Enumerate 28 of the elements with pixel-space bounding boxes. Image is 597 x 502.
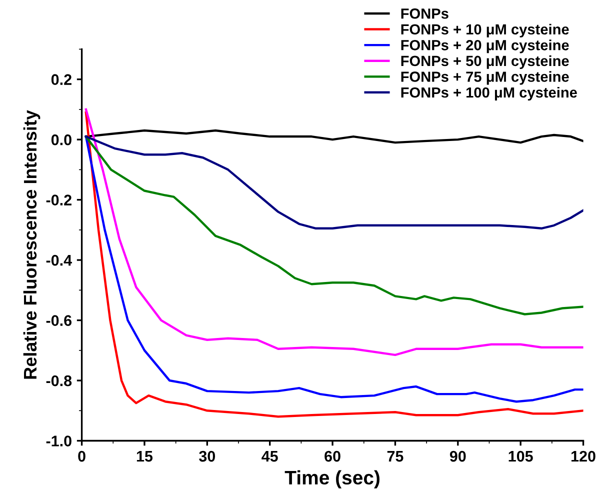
legend-label: FONPs + 50 μM cysteine xyxy=(401,55,569,69)
line-series xyxy=(84,129,584,144)
legend-label: FONPs + 75 μM cysteine xyxy=(401,71,569,85)
x-tick-label: 120 xyxy=(571,450,596,462)
y-tick-label: 0.0 xyxy=(51,134,72,146)
legend-label: FONPs + 10 μM cysteine xyxy=(401,24,569,38)
x-tick-label: 15 xyxy=(136,451,153,462)
y-tick-label: 0.2 xyxy=(51,74,72,85)
x-tick-label: 105 xyxy=(508,450,533,462)
y-tick-label: -0.2 xyxy=(46,194,72,206)
y-tick-label: -1.0 xyxy=(46,436,72,446)
y-axis-title: Relative Fluorescence Intensity xyxy=(23,110,40,379)
line-series xyxy=(84,135,584,230)
x-tick-label: 30 xyxy=(199,450,216,462)
y-tick-label: -0.6 xyxy=(46,315,72,326)
x-tick-label: 0 xyxy=(78,450,86,462)
line-series xyxy=(84,108,584,356)
y-tick-label: -0.4 xyxy=(46,254,72,266)
y-tick-label: -0.8 xyxy=(46,375,72,386)
legend-label: FONPs xyxy=(401,8,448,19)
legend-label: FONPs + 100 μM cysteine xyxy=(401,86,577,101)
x-tick-label: 45 xyxy=(262,451,278,462)
x-axis-title: Time (sec) xyxy=(284,470,380,488)
x-tick-label: 90 xyxy=(450,450,466,462)
legend-label: FONPs + 20 μM cysteine xyxy=(401,40,569,54)
x-tick-label: 75 xyxy=(387,451,404,462)
x-tick-label: 60 xyxy=(324,450,340,462)
line-series xyxy=(84,135,584,316)
